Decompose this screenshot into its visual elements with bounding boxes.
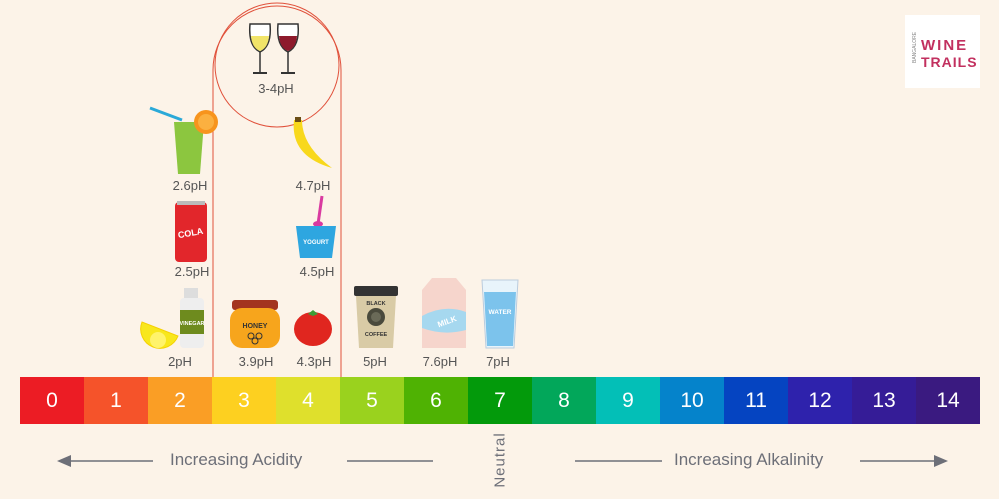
ph-segment-3: 3 [212, 377, 276, 424]
ph-segment-0: 0 [20, 377, 84, 424]
right-arrow-icon [934, 455, 948, 467]
honey-tag: HONEY [243, 323, 268, 330]
svg-text:WINE: WINE [921, 37, 968, 54]
coffee-tag-1: BLACK [366, 301, 385, 307]
milk-ph-label: 7.6pH [422, 354, 458, 369]
svg-text:TRAILS: TRAILS [921, 54, 978, 70]
honey-jar-icon: HONEY [230, 300, 280, 348]
wine-glasses-icon [248, 23, 300, 74]
honey-ph-label: 3.9pH [238, 354, 274, 369]
ph-segment-14: 14 [916, 377, 980, 424]
ph-segment-9: 9 [596, 377, 660, 424]
increasing-alkalinity-label: Increasing Alkalinity [674, 450, 824, 469]
logo-graphic: BANGALORE WINE TRAILS [912, 31, 978, 70]
coffee-tag-2: COFFEE [365, 332, 388, 338]
ph-segment-4: 4 [276, 377, 340, 424]
yogurt-ph-label: 4.5pH [299, 264, 335, 279]
neutral-label: Neutral [491, 432, 509, 488]
wine-ph-label: 3-4pH [258, 81, 294, 96]
ph-segment-12: 12 [788, 377, 852, 424]
juice-icon [149, 106, 218, 174]
ph-segment-7: 7 [468, 377, 532, 424]
banana-icon [293, 117, 332, 168]
water-glass-icon: WATER [481, 279, 519, 349]
coffee-ph-label: 5pH [363, 354, 387, 369]
lemon-vinegar-icon: VINEGAR [140, 288, 205, 349]
vinegar-ph-label: 2pH [168, 354, 192, 369]
left-arrow-icon [57, 455, 71, 467]
water-tag: WATER [489, 309, 512, 316]
black-coffee-icon: BLACK COFFEE [354, 286, 398, 348]
cola-ph-label: 2.5pH [174, 264, 210, 279]
yogurt-tag: YOGURT [303, 240, 329, 246]
ph-segment-8: 8 [532, 377, 596, 424]
wine-highlight-outline [212, 2, 342, 378]
vinegar-tag: VINEGAR [179, 321, 204, 327]
ph-segment-10: 10 [660, 377, 724, 424]
increasing-acidity-label: Increasing Acidity [170, 450, 303, 469]
ph-segment-1: 1 [84, 377, 148, 424]
tomato-icon [294, 310, 332, 346]
ph-segment-2: 2 [148, 377, 212, 424]
ph-segment-5: 5 [340, 377, 404, 424]
direction-arrows [57, 455, 948, 467]
water-ph-label: 7pH [486, 354, 510, 369]
svg-text:BANGALORE: BANGALORE [912, 31, 918, 63]
ph-segment-6: 6 [404, 377, 468, 424]
ph-segment-13: 13 [852, 377, 916, 424]
banana-ph-label: 4.7pH [295, 178, 331, 193]
cola-can-icon: COLA [175, 201, 207, 262]
ph-scale-bar: 0 1 2 3 4 5 6 7 8 9 10 11 12 13 14 [20, 377, 980, 424]
yogurt-icon: YOGURT [296, 195, 336, 258]
tomato-ph-label: 4.3pH [296, 354, 332, 369]
cola-tag: COLA [177, 226, 204, 240]
juice-ph-label: 2.6pH [172, 178, 208, 193]
neutral-label-wrap: Neutral [490, 428, 510, 492]
milk-carton-icon: MILK [422, 278, 466, 348]
wine-trails-logo: BANGALORE WINE TRAILS [905, 15, 980, 88]
ph-segment-11: 11 [724, 377, 788, 424]
